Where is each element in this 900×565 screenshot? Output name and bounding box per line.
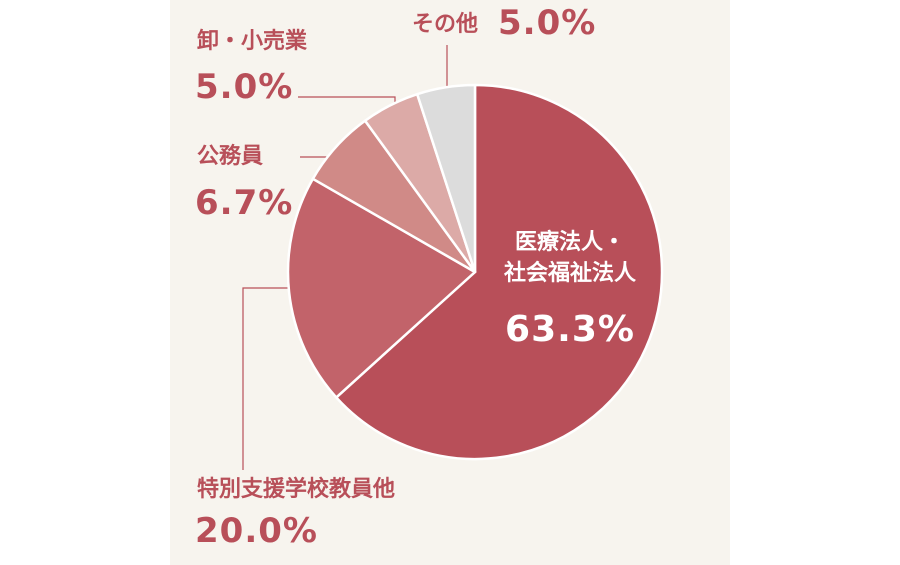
category-label: 公務員 bbox=[197, 144, 264, 169]
value-label: 20.0% bbox=[195, 511, 318, 551]
value-label: 5.0% bbox=[498, 3, 597, 43]
pie-slice bbox=[335, 83, 664, 461]
value-label: 63.3% bbox=[505, 309, 635, 350]
category-label: 医療法人・ 社会福祉法人 bbox=[503, 230, 636, 286]
category-label: 卸・小売業 bbox=[197, 29, 308, 54]
leader-line bbox=[242, 287, 290, 470]
value-label: 5.0% bbox=[195, 67, 294, 107]
pie-slice bbox=[415, 83, 477, 274]
category-label: その他 bbox=[412, 12, 479, 37]
value-label: 6.7% bbox=[195, 183, 294, 223]
category-label: 特別支援学校教員他 bbox=[197, 477, 396, 502]
pie-slice bbox=[286, 177, 477, 399]
